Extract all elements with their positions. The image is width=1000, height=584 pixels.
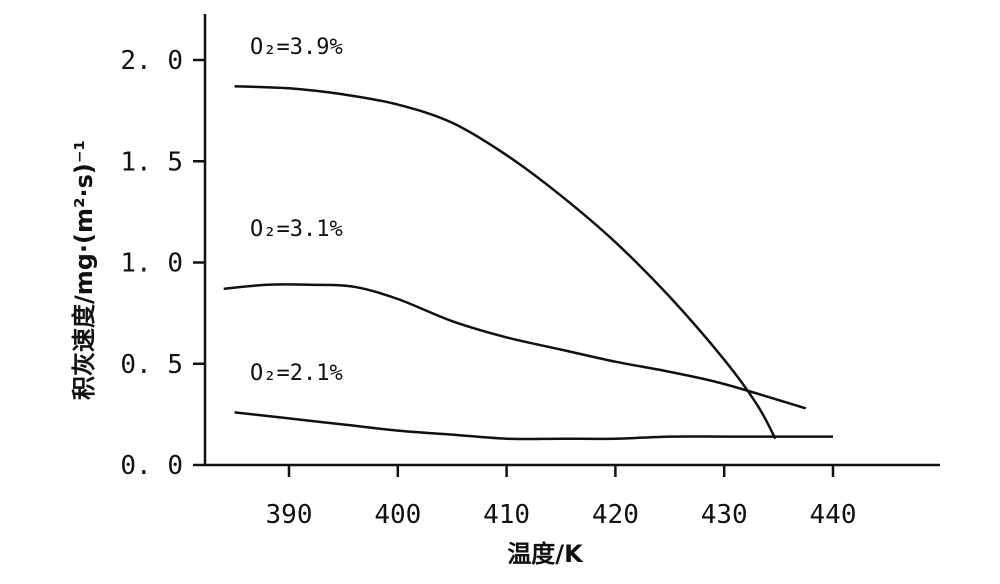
y-tick-label: 0. 0 — [120, 451, 183, 481]
x-tick-label: 430 — [701, 500, 748, 530]
x-tick-label: 420 — [592, 500, 639, 530]
series-label-1: O₂=3.9% — [250, 35, 343, 60]
series-labels: O₂=3.9% O₂=3.1% O₂=2.1% — [250, 35, 343, 386]
series-label-2: O₂=3.1% — [250, 217, 343, 242]
series-line-1 — [234, 85, 777, 440]
x-tick-label: 390 — [266, 500, 313, 530]
y-tick-label: 1. 5 — [120, 147, 183, 177]
y-tick-label: 0. 5 — [120, 350, 183, 380]
x-tick-label: 410 — [483, 500, 530, 530]
x-tick-label: 400 — [374, 500, 421, 530]
x-tick-label: 440 — [810, 500, 857, 530]
y-tick-label: 2. 0 — [120, 46, 183, 76]
series-lines — [223, 85, 833, 441]
series-line-3 — [234, 411, 833, 441]
y-tick-label: 1. 0 — [120, 249, 183, 279]
series-line-2 — [223, 283, 807, 410]
y-axis-title: 积灰速度/mg·(m²·s)⁻¹ — [70, 140, 98, 400]
series-label-3: O₂=2.1% — [250, 361, 343, 386]
axes: 0. 0 0. 5 1. 0 1. 5 2. 0 390 400 410 420 430 440 — [120, 14, 940, 530]
x-axis-title: 温度/K — [507, 540, 584, 568]
